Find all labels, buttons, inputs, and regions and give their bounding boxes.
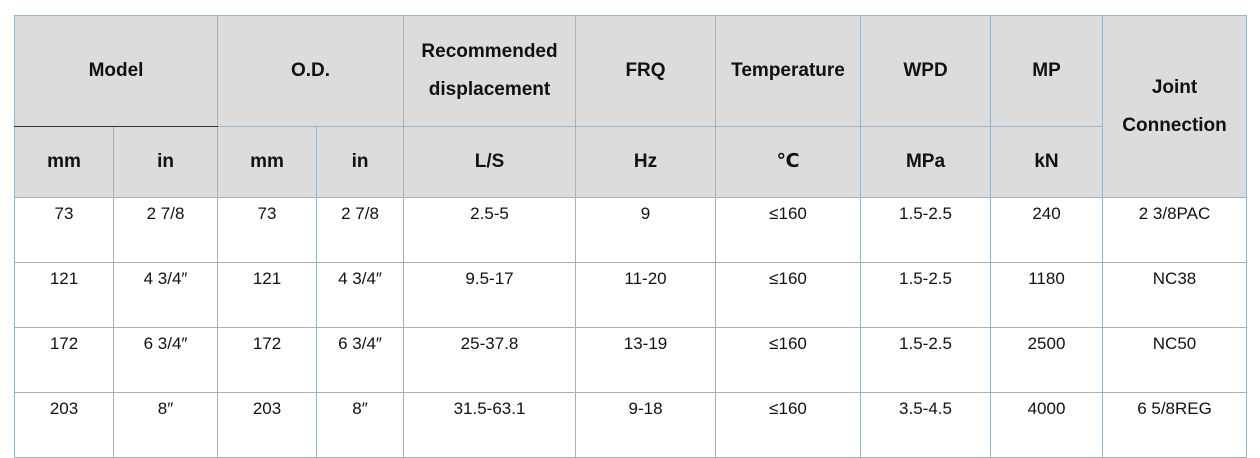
table-body: 73 2 7/8 73 2 7/8 2.5-5 9 ≤160 1.5-2.5 2… bbox=[14, 197, 1248, 458]
cell-model-in: 8″ bbox=[112, 392, 219, 458]
cell-od-mm: 121 bbox=[217, 262, 318, 328]
cell-od-in: 8″ bbox=[316, 392, 405, 458]
cell-frq: 13-19 bbox=[575, 327, 717, 393]
cell-model-in: 4 3/4″ bbox=[112, 262, 219, 328]
table-row: 73 2 7/8 73 2 7/8 2.5-5 9 ≤160 1.5-2.5 2… bbox=[14, 197, 1248, 263]
header-model: Model bbox=[13, 15, 219, 127]
cell-displacement: 9.5-17 bbox=[403, 262, 577, 328]
cell-model-mm: 172 bbox=[14, 327, 114, 393]
table-header: Model O.D. Recommended displacement FRQ … bbox=[13, 15, 1248, 198]
cell-model-mm: 121 bbox=[14, 262, 114, 328]
cell-model-mm: 73 bbox=[14, 197, 114, 263]
cell-wpd: 1.5-2.5 bbox=[860, 262, 992, 328]
header-wpd: WPD bbox=[860, 15, 992, 127]
unit-od-in: in bbox=[316, 126, 405, 198]
unit-od-mm: mm bbox=[217, 126, 318, 198]
cell-od-mm: 73 bbox=[217, 197, 318, 263]
cell-model-mm: 203 bbox=[14, 392, 114, 458]
cell-mp: 2500 bbox=[990, 327, 1104, 393]
unit-temperature: ℃ bbox=[715, 126, 862, 198]
cell-wpd: 3.5-4.5 bbox=[860, 392, 992, 458]
cell-frq: 11-20 bbox=[575, 262, 717, 328]
cell-joint: 6 5/8REG bbox=[1102, 392, 1248, 458]
unit-model-mm: mm bbox=[14, 126, 114, 198]
cell-mp: 4000 bbox=[990, 392, 1104, 458]
cell-wpd: 1.5-2.5 bbox=[860, 327, 992, 393]
table-row: 121 4 3/4″ 121 4 3/4″ 9.5-17 11-20 ≤160 … bbox=[14, 262, 1248, 328]
cell-temperature: ≤160 bbox=[715, 262, 862, 328]
unit-mp: kN bbox=[990, 126, 1104, 198]
table-row: 203 8″ 203 8″ 31.5-63.1 9-18 ≤160 3.5-4.… bbox=[14, 392, 1248, 458]
header-recommended-line2: displacement bbox=[428, 79, 551, 100]
cell-model-in: 6 3/4″ bbox=[112, 327, 219, 393]
cell-displacement: 25-37.8 bbox=[403, 327, 577, 393]
cell-mp: 240 bbox=[990, 197, 1104, 263]
cell-joint: 2 3/8PAC bbox=[1102, 197, 1248, 263]
unit-frq: Hz bbox=[575, 126, 717, 198]
header-recommended-displacement: Recommended displacement bbox=[403, 15, 577, 127]
cell-wpd: 1.5-2.5 bbox=[860, 197, 992, 263]
cell-od-in: 6 3/4″ bbox=[316, 327, 405, 393]
cell-temperature: ≤160 bbox=[715, 327, 862, 393]
header-od: O.D. bbox=[217, 15, 405, 127]
header-joint-line2: Connection bbox=[1122, 114, 1227, 136]
cell-od-in: 4 3/4″ bbox=[316, 262, 405, 328]
cell-temperature: ≤160 bbox=[715, 197, 862, 263]
table-row: 172 6 3/4″ 172 6 3/4″ 25-37.8 13-19 ≤160… bbox=[14, 327, 1248, 393]
cell-joint: NC38 bbox=[1102, 262, 1248, 328]
header-row-units: mm in mm in L/S Hz ℃ MPa kN bbox=[14, 126, 1247, 198]
cell-od-mm: 203 bbox=[217, 392, 318, 458]
header-mp: MP bbox=[990, 15, 1104, 127]
header-frq: FRQ bbox=[575, 15, 717, 127]
cell-model-in: 2 7/8 bbox=[112, 197, 219, 263]
cell-od-in: 2 7/8 bbox=[316, 197, 405, 263]
cell-displacement: 2.5-5 bbox=[403, 197, 577, 263]
cell-mp: 1180 bbox=[990, 262, 1104, 328]
unit-model-in: in bbox=[112, 126, 219, 198]
header-recommended-line1: Recommended bbox=[421, 41, 558, 62]
unit-wpd: MPa bbox=[860, 126, 992, 198]
cell-joint: NC50 bbox=[1102, 327, 1248, 393]
header-temperature: Temperature bbox=[715, 15, 862, 127]
unit-displacement: L/S bbox=[403, 126, 577, 198]
cell-frq: 9 bbox=[575, 197, 717, 263]
cell-temperature: ≤160 bbox=[715, 392, 862, 458]
spec-table: Model O.D. Recommended displacement FRQ … bbox=[13, 15, 1248, 458]
header-row-top: Model O.D. Recommended displacement FRQ … bbox=[13, 15, 1248, 198]
cell-od-mm: 172 bbox=[217, 327, 318, 393]
cell-displacement: 31.5-63.1 bbox=[403, 392, 577, 458]
cell-frq: 9-18 bbox=[575, 392, 717, 458]
header-joint-connection: Joint Connection bbox=[1102, 15, 1248, 198]
header-joint-line1: Joint bbox=[1151, 76, 1198, 98]
